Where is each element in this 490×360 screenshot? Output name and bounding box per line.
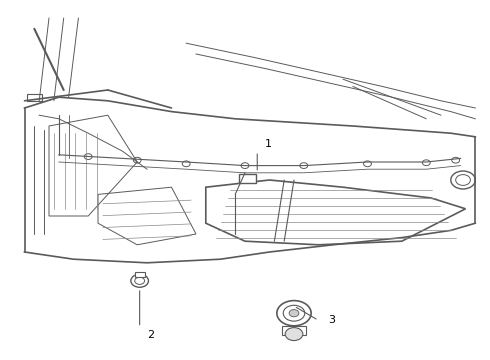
FancyBboxPatch shape [135,272,145,277]
FancyBboxPatch shape [27,94,42,101]
FancyBboxPatch shape [239,174,256,183]
Text: 3: 3 [328,315,335,325]
Circle shape [289,310,299,317]
FancyBboxPatch shape [282,326,306,335]
Text: 1: 1 [265,139,271,149]
Text: 2: 2 [147,330,154,340]
Circle shape [285,328,303,341]
